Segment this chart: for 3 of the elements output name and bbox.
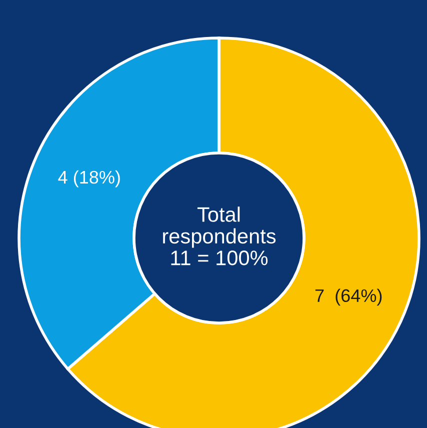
data-label: 7 (64%) — [315, 288, 382, 306]
text: Total respondents 11 = 100% — [163, 206, 276, 266]
data-label: 4 (18%) — [58, 170, 120, 188]
